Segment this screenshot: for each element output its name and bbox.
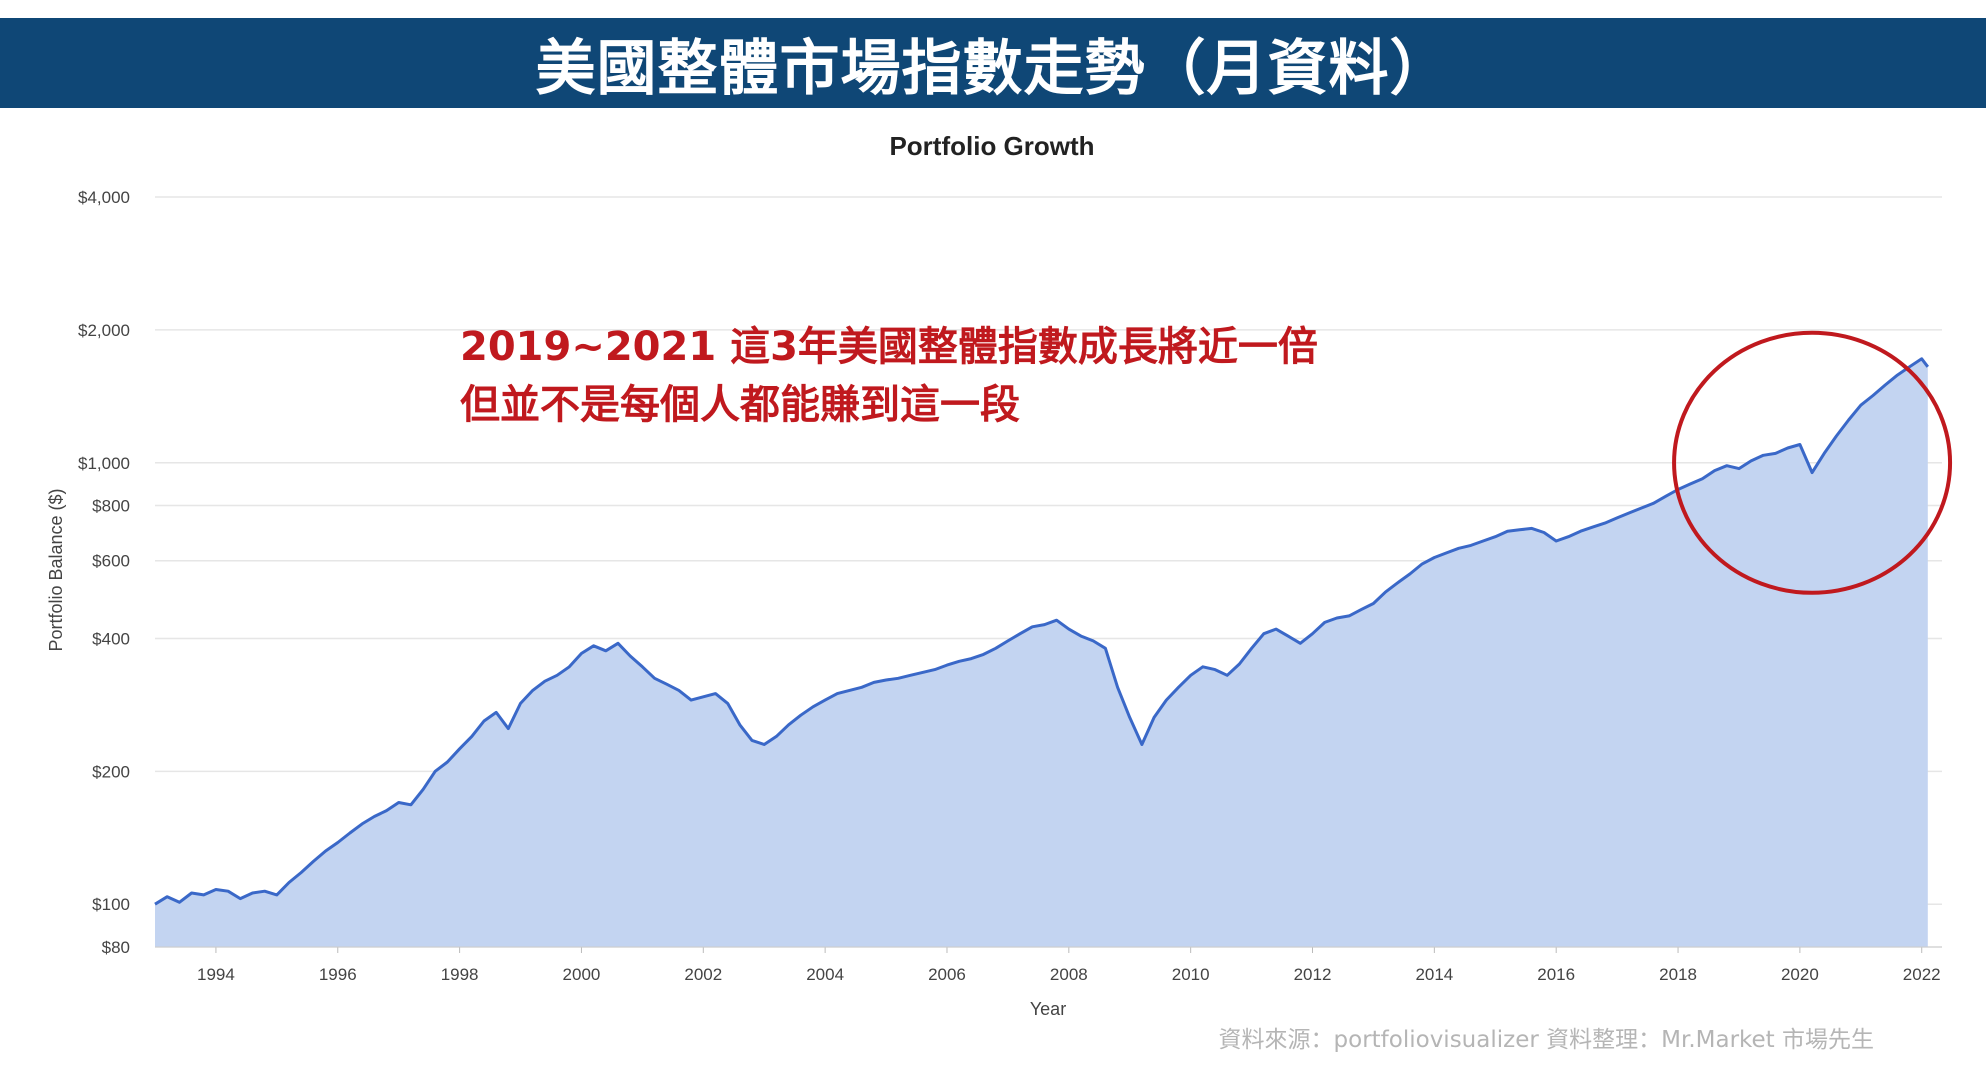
x-tick-label: 2008: [1050, 965, 1088, 984]
x-axis-ticks: 1994 1996 1998 2000 2002 2004 2006 2008 2010 2012…: [197, 947, 1941, 984]
series-line: [154, 357, 1929, 906]
x-tick-label: 2022: [1903, 965, 1941, 984]
x-tick-label: 2018: [1659, 965, 1697, 984]
y-tick-label: $2,000: [78, 321, 130, 340]
banner-title: 美國整體市場指數走勢（月資料）: [535, 33, 1451, 104]
chart-title: Portfolio Growth: [889, 131, 1094, 161]
y-tick-label: $200: [92, 762, 130, 781]
annotation-line-2: 但並不是每個人都能賺到這一段: [460, 382, 1020, 428]
x-tick-label: 2000: [563, 965, 601, 984]
y-tick-label: $100: [92, 895, 130, 914]
y-tick-label: $400: [92, 629, 130, 648]
annotation: 2019~2021 這3年美國整體指數成長將近一倍 但並不是每個人都能賺到這一段: [460, 318, 1318, 434]
title-banner: 美國整體市場指數走勢（月資料）: [0, 18, 1986, 108]
x-tick-label: 1994: [197, 965, 235, 984]
x-tick-label: 2004: [806, 965, 844, 984]
y-tick-label: $800: [92, 497, 130, 516]
series-area-fill: [155, 358, 1928, 947]
source-note: 資料來源：portfoliovisualizer 資料整理：Mr.Market …: [1218, 1027, 1874, 1053]
x-tick-label: 2014: [1415, 965, 1453, 984]
x-tick-label: 1998: [441, 965, 479, 984]
x-tick-label: 1996: [319, 965, 357, 984]
x-tick-label: 2002: [684, 965, 722, 984]
x-tick-label: 2016: [1537, 965, 1575, 984]
y-tick-label: $80: [102, 938, 130, 957]
y-axis-label: Portfolio Balance ($): [46, 488, 66, 651]
y-tick-label: $4,000: [78, 188, 130, 207]
y-tick-label: $600: [92, 552, 130, 571]
annotation-line-1: 2019~2021 這3年美國整體指數成長將近一倍: [460, 324, 1318, 370]
highlight-circle: [1672, 330, 1953, 595]
x-tick-label: 2010: [1172, 965, 1210, 984]
x-tick-label: 2012: [1294, 965, 1332, 984]
x-axis-label: Year: [1030, 999, 1066, 1019]
x-tick-label: 2006: [928, 965, 966, 984]
y-axis-ticks: $80 $100 $200 $400 $600 $800 $1,000 $2,000 $4,00…: [78, 188, 130, 957]
y-tick-label: $1,000: [78, 454, 130, 473]
x-tick-label: 2020: [1781, 965, 1819, 984]
